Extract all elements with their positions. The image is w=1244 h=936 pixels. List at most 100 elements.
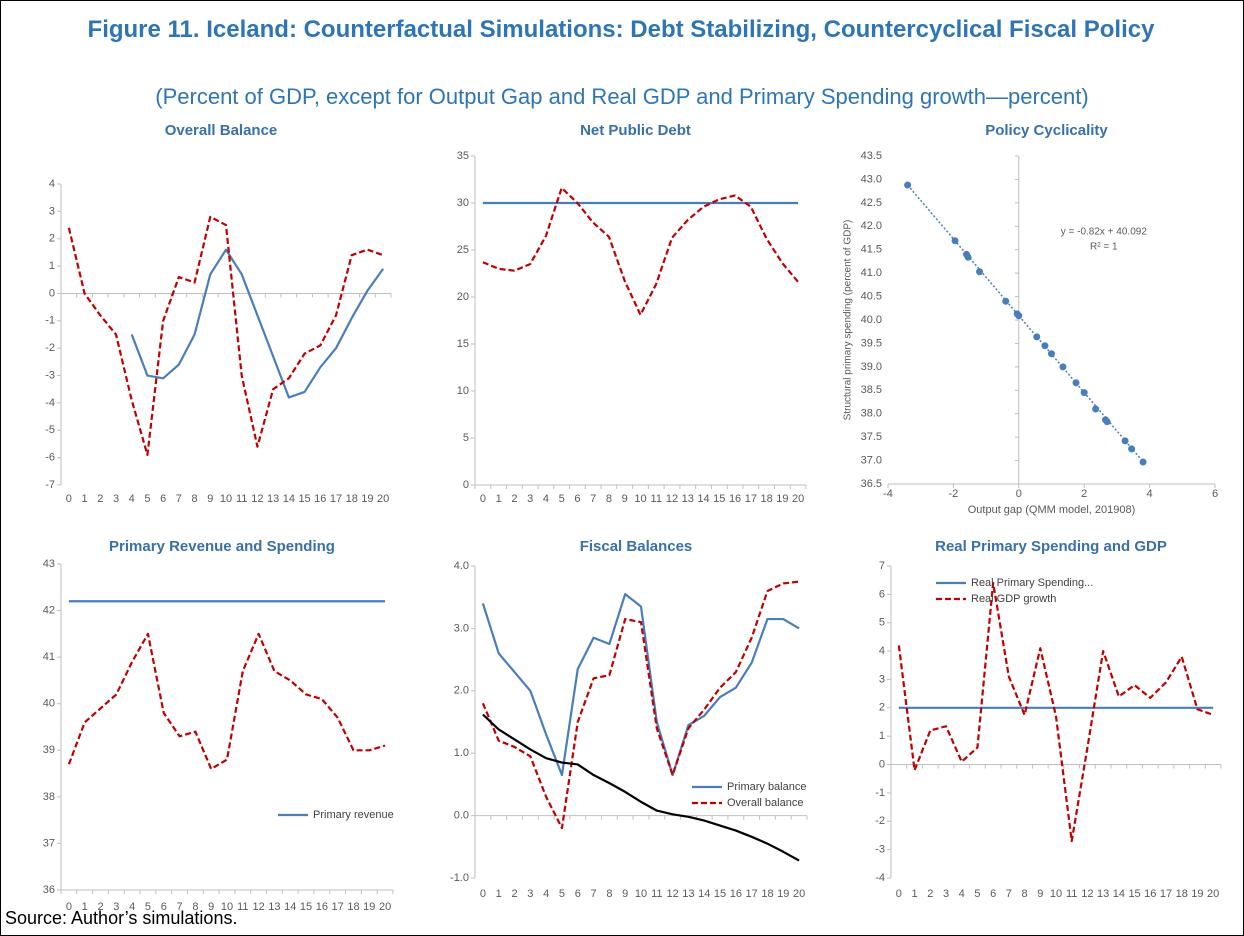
x-tick-label: 1 bbox=[912, 888, 918, 900]
x-tick-label: 4 bbox=[129, 901, 135, 913]
x-tick-label: 6 bbox=[1212, 488, 1218, 500]
y-tick-label: 39.0 bbox=[861, 361, 882, 373]
x-tick-label: 7 bbox=[176, 493, 182, 505]
y-tick-label: -3 bbox=[45, 369, 55, 381]
x-tick-label: 12 bbox=[666, 493, 678, 505]
x-tick-label: 13 bbox=[682, 888, 694, 900]
y-tick-label: 40 bbox=[43, 698, 55, 710]
x-tick-label: 16 bbox=[730, 888, 742, 900]
y-tick-label: 43 bbox=[43, 558, 55, 570]
x-tick-label: 2 bbox=[1081, 488, 1087, 500]
chart-title: Overall Balance bbox=[165, 122, 278, 139]
point bbox=[1080, 389, 1088, 397]
y-tick-label: 41.0 bbox=[861, 267, 882, 279]
x-tick-label: 4 bbox=[129, 493, 135, 505]
x-tick-label: 7 bbox=[591, 888, 597, 900]
y-tick-label: 40.0 bbox=[861, 314, 882, 326]
x-tick-label: -4 bbox=[883, 488, 893, 500]
x-tick-label: 17 bbox=[332, 901, 344, 913]
x-tick-label: 13 bbox=[268, 901, 280, 913]
x-tick-label: 10 bbox=[635, 888, 647, 900]
x-tick-label: 16 bbox=[316, 901, 328, 913]
x-tick-label: 18 bbox=[761, 888, 773, 900]
figure-subtitle: (Percent of GDP, except for Output Gap a… bbox=[155, 84, 1089, 109]
x-tick-label: 6 bbox=[575, 888, 581, 900]
y-tick-label: 1.0 bbox=[454, 747, 469, 759]
x-tick-label: 2 bbox=[97, 901, 103, 913]
x-tick-label: 11 bbox=[651, 888, 662, 900]
x-tick-label: 17 bbox=[1160, 888, 1172, 900]
y-tick-label: 5 bbox=[463, 432, 469, 444]
x-tick-label: 15 bbox=[1128, 888, 1140, 900]
x-tick-label: 0 bbox=[896, 888, 902, 900]
point bbox=[1048, 350, 1055, 358]
point bbox=[1015, 312, 1023, 320]
point bbox=[964, 253, 972, 261]
point bbox=[904, 181, 912, 189]
point bbox=[1072, 379, 1080, 387]
x-tick-label: 18 bbox=[1176, 888, 1188, 900]
y-tick-label: -6 bbox=[45, 452, 55, 464]
y-tick-label: 39 bbox=[43, 744, 55, 756]
y-tick-label: -7 bbox=[45, 479, 55, 491]
y-tick-label: 36.5 bbox=[861, 478, 882, 490]
x-tick-label: 7 bbox=[590, 493, 596, 505]
x-tick-label: 16 bbox=[314, 493, 326, 505]
y-tick-label: 42.5 bbox=[861, 197, 882, 209]
y-axis-label: Structural primary spending (percent of … bbox=[843, 220, 854, 421]
series-line bbox=[482, 186, 799, 316]
trendline-r-squared: R² = 1 bbox=[1090, 242, 1118, 253]
x-tick-label: 0 bbox=[480, 888, 486, 900]
x-tick-label: 18 bbox=[760, 493, 772, 505]
series-line bbox=[130, 248, 385, 399]
y-tick-label: 3 bbox=[879, 673, 885, 685]
x-tick-label: 6 bbox=[990, 888, 996, 900]
legend-label: Real GDP growth bbox=[971, 593, 1056, 605]
x-tick-label: 5 bbox=[144, 493, 150, 505]
y-tick-label: -2 bbox=[45, 342, 55, 354]
y-tick-label: -5 bbox=[45, 424, 55, 436]
y-tick-label: 0 bbox=[49, 287, 55, 299]
x-tick-label: 10 bbox=[634, 493, 646, 505]
x-tick-label: 3 bbox=[943, 888, 949, 900]
x-tick-label: 2 bbox=[97, 493, 103, 505]
x-tick-label: 5 bbox=[974, 888, 980, 900]
x-tick-label: 14 bbox=[284, 901, 296, 913]
series-line bbox=[482, 713, 800, 862]
x-tick-label: 18 bbox=[347, 901, 359, 913]
x-tick-label: 3 bbox=[113, 901, 119, 913]
x-tick-label: 8 bbox=[192, 493, 198, 505]
x-tick-label: 1 bbox=[496, 493, 502, 505]
y-tick-label: 0.0 bbox=[454, 810, 469, 822]
y-tick-label: 0 bbox=[879, 758, 885, 770]
x-tick-label: 9 bbox=[622, 493, 628, 505]
legend-label: Primary balance bbox=[727, 781, 806, 793]
y-tick-label: 2.0 bbox=[454, 685, 469, 697]
y-tick-label: 4 bbox=[879, 645, 885, 657]
point bbox=[1121, 437, 1129, 445]
x-tick-label: 0 bbox=[480, 493, 486, 505]
x-tick-label: 14 bbox=[697, 493, 709, 505]
legend-label: Overall balance bbox=[727, 797, 803, 809]
x-tick-label: 8 bbox=[192, 901, 198, 913]
chart-title: Fiscal Balances bbox=[580, 538, 693, 555]
x-tick-label: 12 bbox=[252, 901, 264, 913]
y-tick-label: 37 bbox=[43, 837, 55, 849]
y-tick-label: 38.0 bbox=[861, 408, 882, 420]
x-tick-label: 7 bbox=[177, 901, 183, 913]
x-tick-label: 6 bbox=[161, 901, 167, 913]
x-tick-label: 19 bbox=[777, 888, 789, 900]
x-axis-label: Output gap (QMM model, 201908) bbox=[968, 504, 1136, 516]
x-tick-label: 15 bbox=[714, 888, 726, 900]
x-tick-label: 15 bbox=[298, 493, 310, 505]
x-tick-label: 5 bbox=[559, 493, 565, 505]
y-tick-label: -1 bbox=[875, 787, 885, 799]
x-tick-label: 10 bbox=[1050, 888, 1062, 900]
y-tick-label: 38 bbox=[43, 791, 55, 803]
x-tick-label: 10 bbox=[220, 493, 232, 505]
y-tick-label: 42.0 bbox=[861, 220, 882, 232]
chart-title: Primary Revenue and Spending bbox=[109, 538, 335, 555]
x-tick-label: 12 bbox=[1081, 888, 1093, 900]
x-tick-label: 3 bbox=[113, 493, 119, 505]
